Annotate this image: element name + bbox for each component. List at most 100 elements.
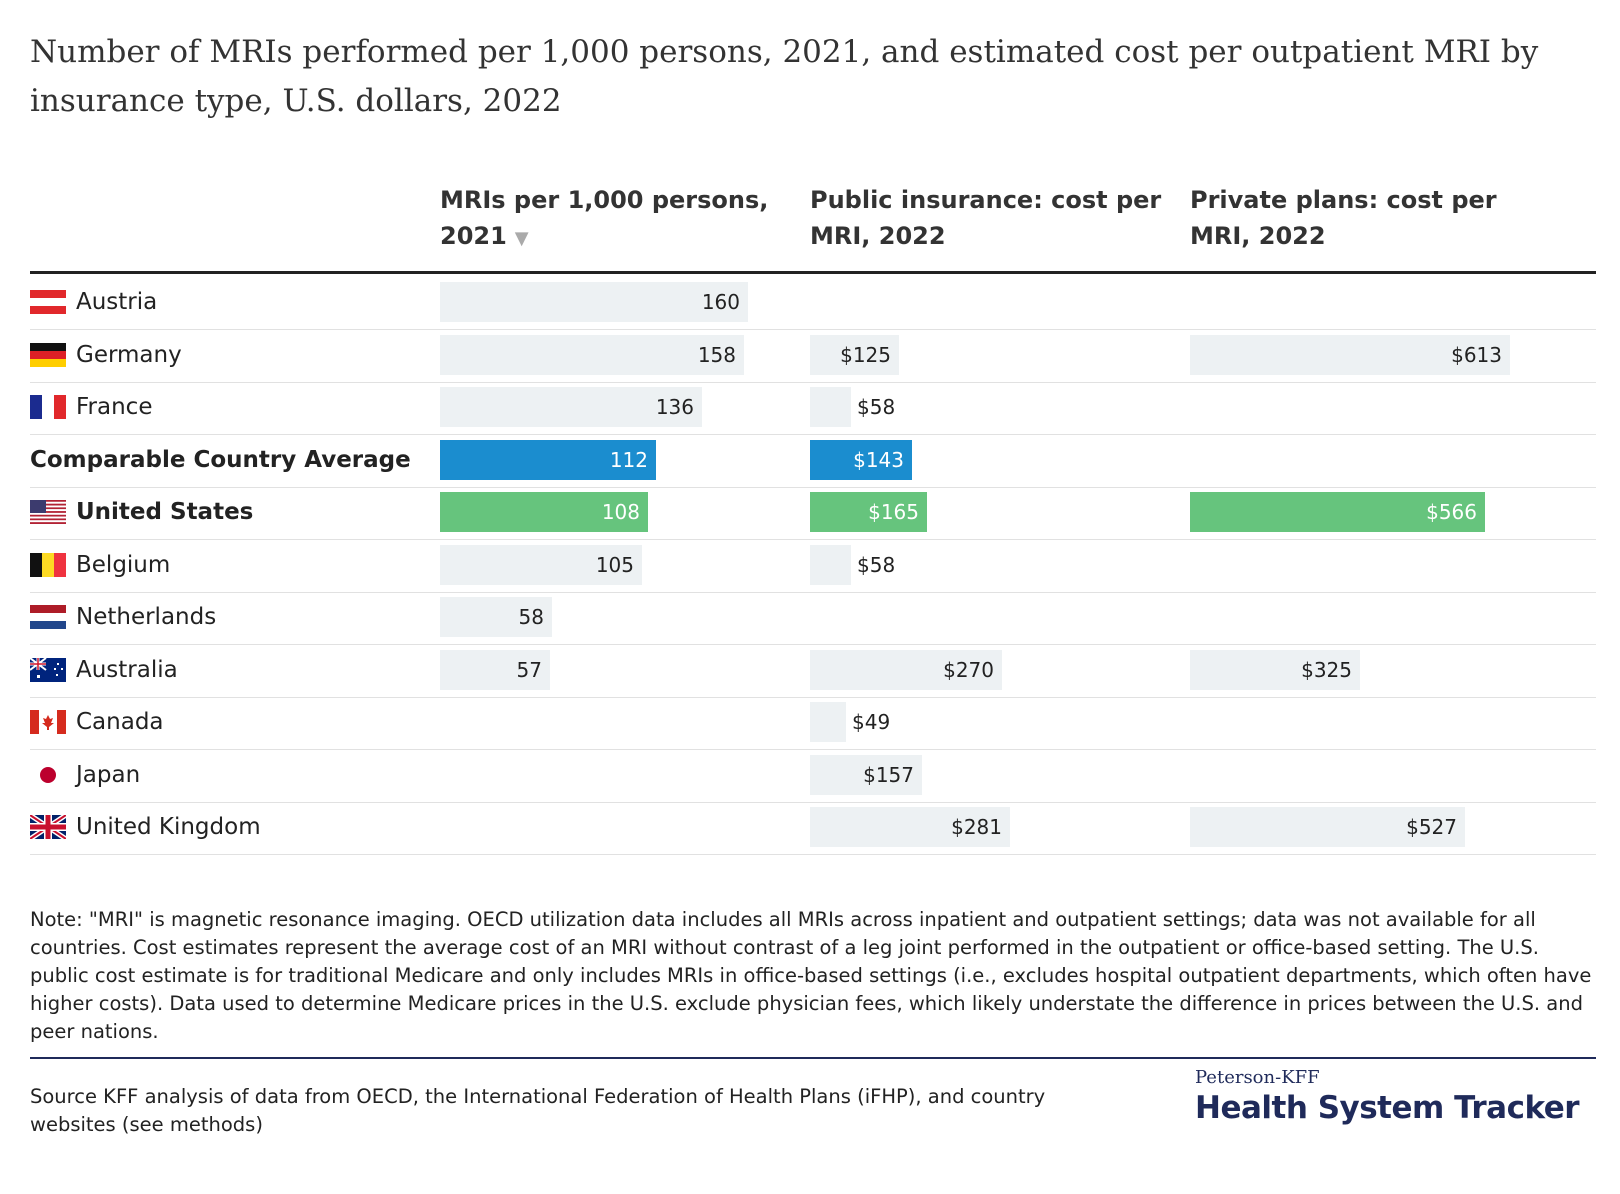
country-cell: Belgium <box>30 538 170 592</box>
table-row[interactable]: Austria 160 <box>30 275 1596 330</box>
mri-value-label: 158 <box>697 342 736 367</box>
mri-value-label: 58 <box>518 605 544 629</box>
mri-bar <box>440 544 642 585</box>
private-cell: $527 <box>1190 807 1570 847</box>
public-cell: $58 <box>810 544 1070 585</box>
public-value-label: $143 <box>853 447 904 472</box>
mri-cell: 158 <box>440 334 808 375</box>
country-name: France <box>76 394 153 420</box>
public-value-label: $49 <box>852 710 891 734</box>
public-value-label: $270 <box>943 657 994 682</box>
public-value-label: $58 <box>857 395 896 419</box>
public-value-label: $157 <box>863 762 914 787</box>
mri-cell: 160 <box>440 282 808 322</box>
table-row[interactable]: Belgium 105 $58 <box>30 538 1596 593</box>
column-header-public[interactable]: Public insurance: cost per MRI, 2022 <box>810 186 1162 250</box>
table-row[interactable]: Japan $157 <box>30 748 1596 803</box>
sort-descending-icon[interactable]: ▼ <box>514 228 529 249</box>
country-cell: France <box>30 380 152 434</box>
private-value-label: $613 <box>1451 342 1502 367</box>
private-value-label: $325 <box>1301 657 1352 682</box>
country-cell: Australia <box>29 643 178 697</box>
table-row[interactable]: United States 108 $165 $566 <box>30 485 1596 540</box>
public-value-label: $165 <box>868 500 919 524</box>
table-row[interactable]: Netherlands 58 <box>30 590 1596 645</box>
private-bar <box>1190 649 1360 690</box>
column-header-mri[interactable]: MRIs per 1,000 persons, 2021 ▼ <box>440 182 800 257</box>
logo-peterson-kff: Peterson-KFF <box>1195 1067 1320 1088</box>
country-name: Australia <box>76 656 178 683</box>
mri-bar <box>440 387 702 427</box>
country-cell: Netherlands <box>30 590 216 644</box>
footer-divider <box>30 1057 1596 1059</box>
mri-bar <box>440 649 550 690</box>
public-cell: $281 <box>810 807 1070 847</box>
country-name: Japan <box>76 761 141 788</box>
mri-bar <box>440 439 656 480</box>
mri-cell: 58 <box>440 597 808 637</box>
mri-value-label: 112 <box>609 447 648 472</box>
country-cell: Canada <box>30 695 164 749</box>
country-name: Canada <box>76 709 164 735</box>
public-bar <box>810 754 922 795</box>
mri-value-label: 57 <box>516 657 542 682</box>
public-cell: $125 <box>810 334 1070 375</box>
country-cell: Germany <box>30 328 182 382</box>
private-cell: $613 <box>1190 334 1570 375</box>
public-bar <box>810 439 912 480</box>
public-value-label: $281 <box>951 815 1002 839</box>
country-cell: Austria <box>30 275 157 329</box>
table-row[interactable]: France 136 $58 <box>30 380 1596 435</box>
country-name: Netherlands <box>76 604 217 630</box>
mri-bar <box>440 334 744 375</box>
country-cell: Comparable Country Average <box>30 433 411 487</box>
public-bar <box>810 334 899 375</box>
table-row[interactable]: Comparable Country Average 112 $143 <box>30 433 1596 488</box>
mri-cell: 136 <box>440 387 808 427</box>
mri-bar <box>440 282 748 322</box>
chart-title: Number of MRIs performed per 1,000 perso… <box>30 34 1539 119</box>
public-cell: $58 <box>810 387 1070 427</box>
private-value-label: $527 <box>1406 815 1457 839</box>
country-name: United Kingdom <box>76 814 261 840</box>
public-bar <box>810 649 1002 690</box>
public-cell: $270 <box>810 649 1070 690</box>
public-cell: $157 <box>810 754 1070 795</box>
germany-flag-icon <box>30 342 66 367</box>
private-cell: $566 <box>1190 492 1570 532</box>
mri-cell: 57 <box>440 649 808 690</box>
country-name: Austria <box>76 289 158 315</box>
public-cell: $49 <box>810 702 1070 742</box>
belgium-flag-icon <box>30 552 66 577</box>
private-bar <box>1190 492 1485 532</box>
table-row[interactable]: Canada $49 <box>30 695 1596 750</box>
mri-value-label: 160 <box>701 290 740 314</box>
austria-flag-icon <box>30 290 66 314</box>
us-flag-icon <box>30 500 66 524</box>
note-text: Note: "MRI" is magnetic resonance imagin… <box>30 908 1592 1043</box>
column-header-mri-label: MRIs per 1,000 persons, 2021 <box>440 186 769 250</box>
table-row[interactable]: Australia 57 $270 $325 <box>29 643 1596 698</box>
netherlands-flag-icon <box>30 605 66 629</box>
public-value-label: $58 <box>857 552 896 577</box>
table-row[interactable]: United Kingdom $281 $527 <box>28 800 1596 855</box>
public-cell: $165 <box>810 492 1070 532</box>
canada-flag-icon <box>30 710 66 734</box>
private-bar <box>1190 807 1465 847</box>
public-bar <box>810 492 927 532</box>
public-bar <box>810 702 846 742</box>
private-bar <box>1190 334 1510 375</box>
mri-value-label: 108 <box>601 500 640 524</box>
column-header-private[interactable]: Private plans: cost per MRI, 2022 <box>1190 186 1497 250</box>
public-bar <box>810 387 851 427</box>
mri-bar <box>440 492 648 532</box>
mri-value-label: 105 <box>595 552 634 577</box>
public-cell: $143 <box>810 439 1070 480</box>
country-cell: United Kingdom <box>28 800 261 854</box>
table-row[interactable]: Germany 158 $125 $613 <box>30 328 1596 383</box>
country-cell: United States <box>30 485 253 539</box>
mri-cell: 105 <box>440 544 808 585</box>
private-value-label: $566 <box>1426 500 1477 524</box>
mri-cell: 108 <box>440 492 808 532</box>
public-bar <box>810 544 851 585</box>
